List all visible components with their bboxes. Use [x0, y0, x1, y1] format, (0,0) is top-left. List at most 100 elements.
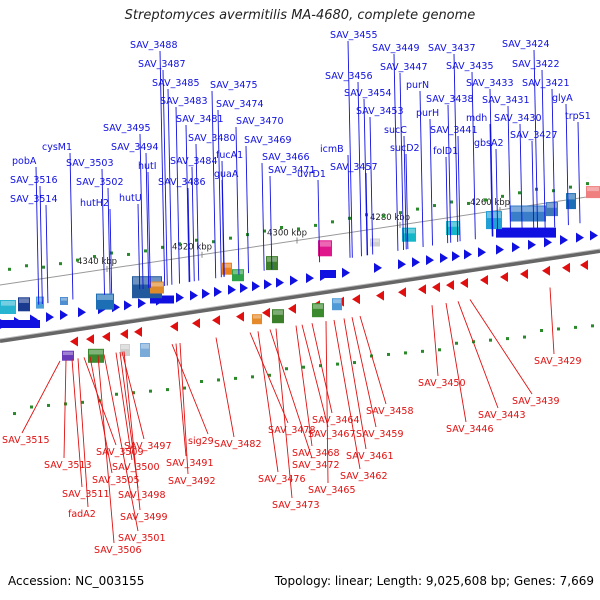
track-dot	[540, 329, 543, 332]
reverse-arrow	[418, 284, 426, 295]
track-dot	[149, 389, 152, 393]
feature-tile	[486, 211, 502, 230]
forward-leader-line	[453, 53, 459, 242]
track-dot	[178, 242, 181, 246]
track-dot	[302, 365, 305, 369]
reverse-leader-line	[97, 355, 115, 544]
forward-arrow	[496, 244, 504, 255]
forward-arrow	[512, 242, 520, 253]
reverse-gene-label: fadA2	[68, 509, 96, 520]
track-dot	[251, 375, 254, 379]
feature-tile-shine	[511, 206, 545, 212]
genome-summary: Topology: linear; Length: 9,025,608 bp; …	[274, 574, 594, 588]
reverse-arrow	[376, 290, 384, 301]
track-dot	[438, 348, 441, 352]
feature-tile-shine	[319, 241, 331, 247]
track-dot	[144, 249, 147, 253]
reverse-arrow	[520, 269, 528, 279]
forward-arrow	[374, 262, 382, 273]
forward-gene-label: icmB	[320, 144, 344, 155]
forward-gene-label: purH	[416, 108, 439, 119]
reverse-gene-label: SAV_3465	[308, 485, 356, 496]
reverse-leader-line	[21, 360, 61, 434]
forward-gene-label: SAV_3422	[512, 59, 560, 70]
feature-tile-fill	[232, 269, 244, 282]
reverse-leader-line	[445, 303, 467, 423]
track-dot	[518, 191, 521, 195]
forward-arrow	[412, 257, 420, 268]
forward-arrow	[240, 283, 248, 293]
forward-arrow	[464, 249, 472, 260]
reverse-arrow	[134, 326, 142, 337]
track-dot	[353, 361, 356, 365]
forward-leader-line	[221, 179, 225, 277]
feature-tile-fill	[318, 240, 332, 257]
track-dot	[552, 189, 555, 193]
forward-gene-bar	[150, 295, 174, 304]
reverse-gene-label: SAV_3491	[166, 458, 214, 469]
forward-leader-line	[109, 208, 113, 294]
forward-leader-line	[261, 162, 265, 271]
feature-tile-fill	[312, 303, 324, 318]
feature-tile-shine	[141, 344, 149, 349]
forward-gene-label: SAV_3483	[160, 96, 208, 107]
reverse-leader-line	[171, 344, 209, 435]
forward-leader-line	[175, 106, 180, 284]
forward-arrow	[252, 281, 260, 292]
feature-tile	[252, 314, 262, 325]
forward-arrow	[60, 310, 68, 320]
forward-gene-label: SAV_3466	[262, 152, 310, 163]
reverse-gene-label: SAV_3458	[366, 406, 414, 417]
forward-gene-label: sucD2	[390, 143, 420, 154]
forward-arrow	[576, 232, 584, 243]
feature-tile-shine	[403, 228, 415, 234]
reverse-arrow	[562, 262, 570, 273]
forward-leader-line	[419, 90, 424, 248]
reverse-arrow	[212, 315, 220, 326]
feature-tile-shine	[567, 194, 575, 200]
forward-gene-label: SAV_3514	[10, 194, 58, 205]
feature-tile-fill	[120, 344, 130, 356]
track-dot	[132, 391, 135, 395]
reverse-gene-label: SAV_3515	[2, 435, 50, 446]
reverse-arrow	[460, 278, 468, 288]
feature-tile	[546, 202, 558, 217]
reverse-leader-line	[457, 301, 499, 409]
reverse-arrow	[170, 321, 178, 332]
track-dot	[161, 245, 164, 249]
reverse-leader-line	[269, 329, 313, 459]
forward-gene-label: SAV_3424	[502, 39, 550, 50]
forward-arrow	[202, 288, 210, 299]
reverse-gene-label: SAV_3499	[120, 512, 168, 523]
track-dot	[297, 227, 300, 231]
track-dot	[455, 341, 458, 345]
feature-tile-fill	[62, 350, 74, 361]
track-dot	[81, 400, 84, 404]
forward-leader-line	[101, 168, 105, 295]
track-dot	[13, 412, 16, 416]
track-dot	[285, 367, 288, 371]
reverse-leader-line	[83, 357, 117, 446]
track-dot	[42, 265, 45, 269]
forward-arrow	[276, 277, 284, 288]
track-dot	[25, 264, 28, 268]
feature-tile	[222, 262, 232, 275]
forward-gene-label: SAV_3471	[268, 165, 316, 176]
feature-tile-fill	[332, 298, 342, 311]
feature-tile	[36, 296, 44, 309]
track-dot	[506, 337, 509, 341]
reverse-arrow	[192, 318, 200, 329]
forward-leader-line	[369, 116, 374, 255]
reverse-gene-label: SAV_3443	[478, 410, 526, 421]
forward-gene-label: SAV_3456	[325, 71, 373, 82]
forward-arrow	[478, 247, 486, 258]
reverse-arrow	[500, 272, 508, 282]
forward-leader-line	[347, 154, 351, 258]
feature-tile-fill	[96, 293, 114, 310]
forward-gene-bar	[320, 270, 336, 278]
reverse-leader-line	[63, 360, 67, 459]
feature-tile-fill	[140, 343, 150, 357]
track-dot	[280, 226, 283, 229]
forward-leader-line	[185, 124, 190, 283]
forward-gene-label: SAV_3430	[494, 113, 542, 124]
